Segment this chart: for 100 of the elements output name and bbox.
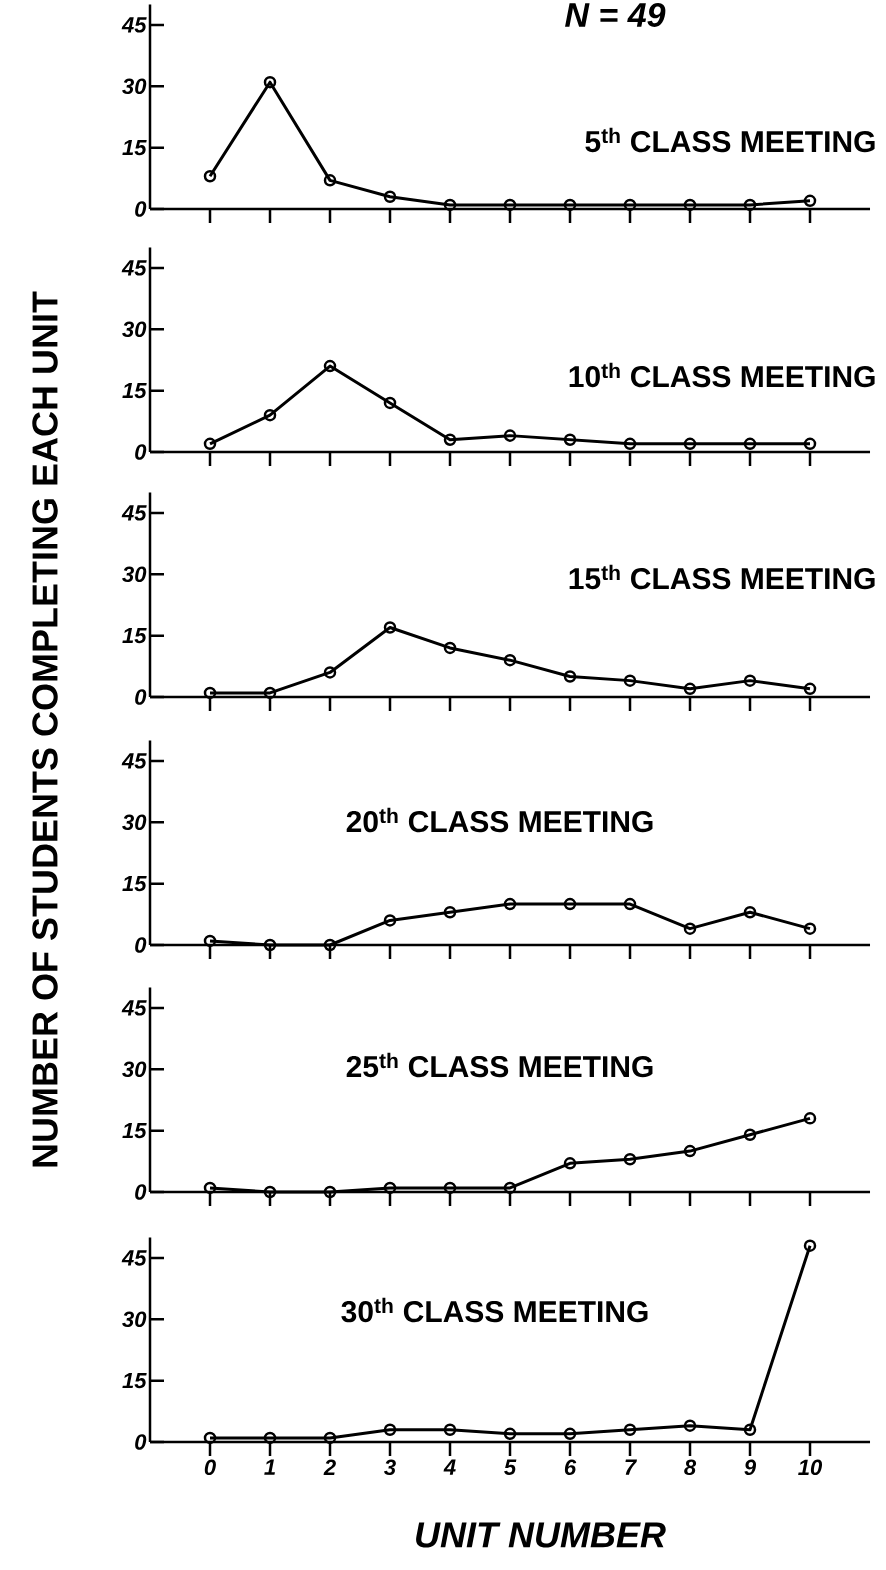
point <box>443 433 457 446</box>
text: 30$^{th}$ CLASS MEETING <box>341 1297 648 1323</box>
y-tick-label: 30 <box>122 321 147 338</box>
point <box>443 641 457 655</box>
y-tick-label: 0 <box>135 1184 147 1200</box>
point <box>503 198 517 212</box>
point <box>563 897 577 911</box>
point <box>323 666 337 679</box>
point <box>743 437 757 451</box>
y-tick-label: 15 <box>122 139 147 156</box>
point <box>323 938 337 952</box>
point <box>803 1112 817 1125</box>
point <box>623 1153 637 1166</box>
y-tick-label: 0 <box>135 1434 147 1450</box>
point <box>563 1427 577 1441</box>
point <box>203 1181 217 1195</box>
text: 25$^{th}$ CLASS MEETING <box>346 1052 653 1078</box>
point <box>383 1181 397 1195</box>
x-tick-label: 10 <box>798 1459 823 1476</box>
point <box>503 1427 517 1441</box>
y-axis-title: NUMBER OF STUDENTS COMPLETING EACH UNIT <box>32 291 58 1167</box>
y-tick-label: 30 <box>122 78 147 95</box>
x-tick-label: 3 <box>384 1459 396 1476</box>
point <box>383 914 397 927</box>
x-tick-label: 6 <box>564 1459 577 1476</box>
point <box>323 359 337 373</box>
point <box>683 1419 697 1432</box>
y-tick-label: 45 <box>121 753 147 769</box>
x-tick-label: 5 <box>504 1459 517 1475</box>
point <box>743 906 757 919</box>
x-tick-label: 2 <box>323 1459 336 1475</box>
y-tick-label: 45 <box>121 260 147 276</box>
point <box>503 897 517 911</box>
point <box>443 1423 457 1436</box>
y-tick-label: 30 <box>122 566 147 583</box>
point <box>623 1423 637 1436</box>
point <box>623 198 637 212</box>
y-tick-label: 15 <box>122 1372 147 1389</box>
text: 10$^{th}$ CLASS MEETING <box>569 362 875 388</box>
x-tick-label: 0 <box>204 1459 216 1476</box>
y-tick-label: 0 <box>135 444 147 460</box>
point <box>803 437 817 451</box>
point <box>683 437 697 451</box>
point <box>443 906 457 919</box>
y-tick-label: 0 <box>135 937 147 953</box>
y-tick-label: 45 <box>121 17 147 33</box>
y-tick-label: 15 <box>122 627 147 644</box>
point <box>203 170 217 183</box>
point <box>803 194 817 208</box>
y-tick-label: 15 <box>122 382 147 399</box>
point <box>503 429 517 442</box>
point <box>263 686 277 700</box>
point <box>263 1431 277 1445</box>
text: 15$^{th}$ CLASS MEETING <box>569 564 875 590</box>
point <box>563 198 577 212</box>
point <box>743 674 757 687</box>
point <box>263 75 277 89</box>
point <box>563 433 577 446</box>
x-tick-label: 4 <box>443 1459 456 1475</box>
y-tick-label: 30 <box>122 814 147 831</box>
point <box>803 1239 817 1252</box>
point <box>203 686 217 700</box>
point <box>683 198 697 212</box>
point <box>203 934 217 948</box>
point <box>743 1423 757 1436</box>
point <box>803 682 817 696</box>
text: 20$^{th}$ CLASS MEETING <box>346 807 653 833</box>
x-tick-label: 7 <box>625 1459 637 1475</box>
x-axis-title: UNIT NUMBER <box>416 1522 666 1548</box>
y-tick-label: 15 <box>122 1122 147 1139</box>
point <box>563 1157 577 1170</box>
point <box>203 437 217 451</box>
point <box>263 1185 277 1199</box>
point <box>683 1144 697 1158</box>
point <box>263 938 277 952</box>
point <box>443 198 457 212</box>
y-tick-label: 15 <box>122 875 147 892</box>
point <box>503 653 517 667</box>
point <box>503 1181 517 1195</box>
point <box>743 1128 757 1141</box>
point <box>803 922 817 935</box>
annotation: N = 49 <box>565 2 666 28</box>
point <box>323 1431 337 1445</box>
point <box>383 190 397 203</box>
y-tick-label: 30 <box>122 1311 147 1328</box>
x-tick-label: 9 <box>744 1459 757 1476</box>
point <box>623 674 637 687</box>
point <box>683 682 697 696</box>
y-tick-label: 45 <box>121 1000 147 1016</box>
point <box>743 198 757 212</box>
x-tick-label: 8 <box>684 1459 697 1476</box>
y-tick-label: 0 <box>135 201 147 217</box>
point <box>563 670 577 683</box>
point <box>683 922 697 935</box>
point <box>383 1423 397 1436</box>
point <box>203 1431 217 1445</box>
point <box>383 621 397 634</box>
point <box>323 174 337 187</box>
y-tick-label: 45 <box>121 505 147 521</box>
point <box>323 1185 337 1199</box>
